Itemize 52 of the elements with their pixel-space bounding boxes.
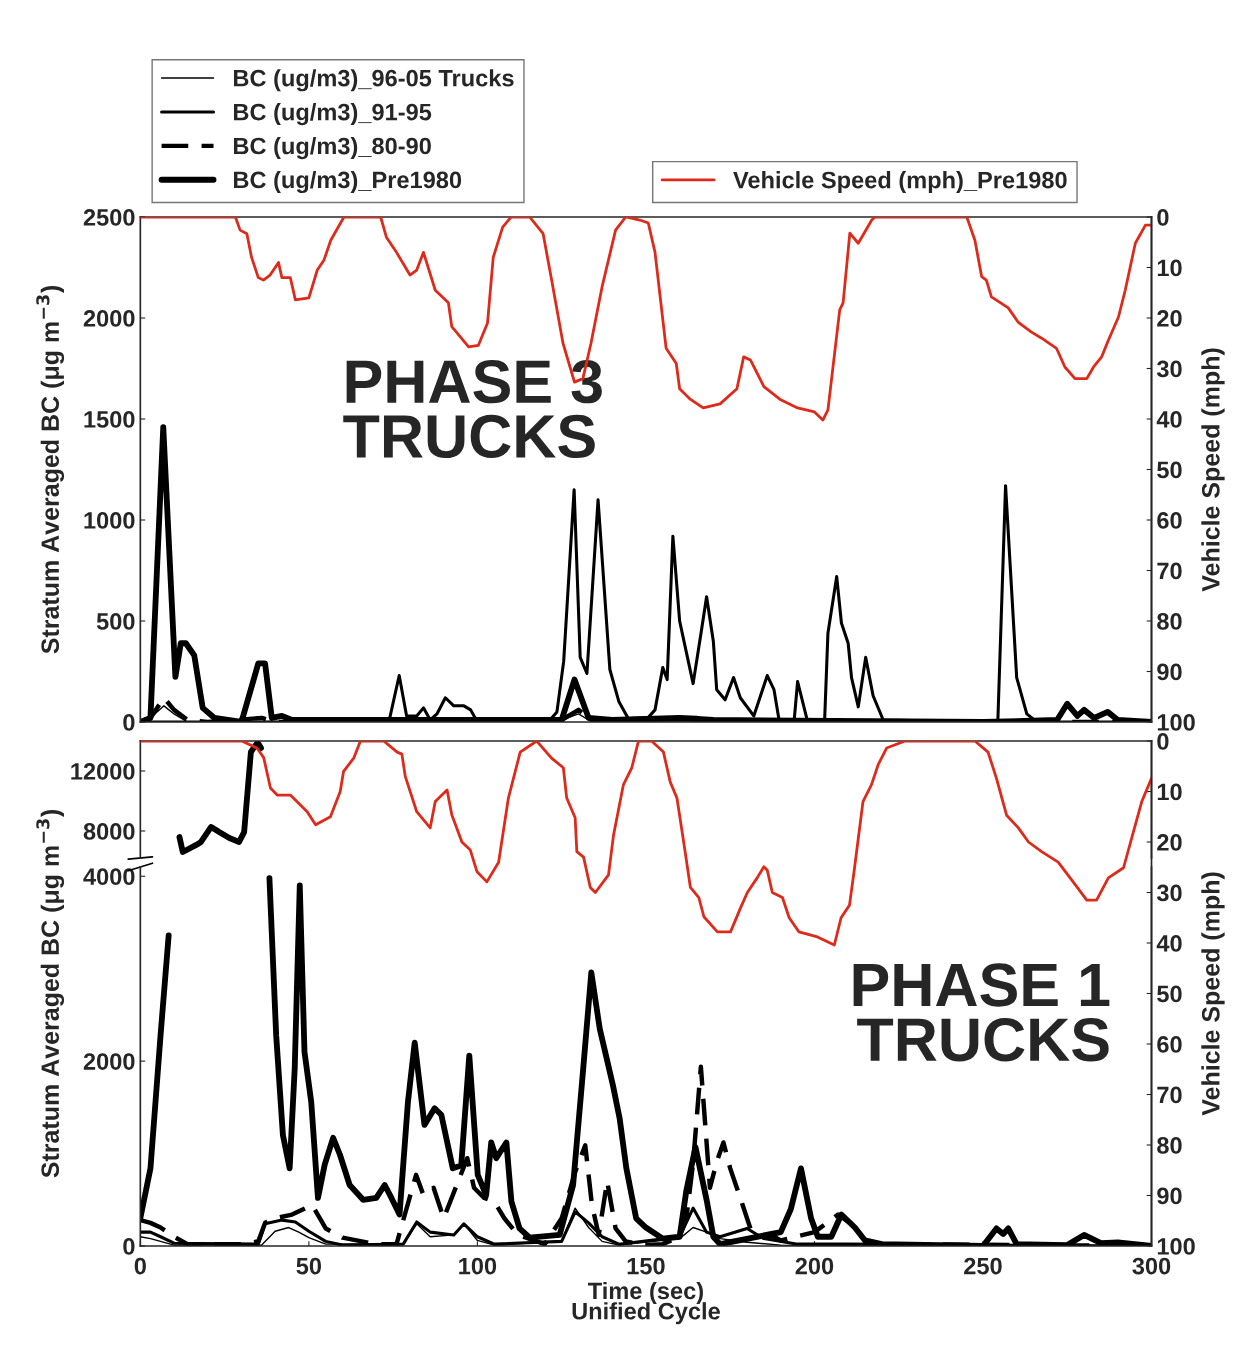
y2-tick-label: 90	[1157, 663, 1182, 681]
y2-tick-label: 30	[1156, 884, 1182, 902]
y2-tick-label: 40	[1156, 411, 1182, 428]
legend-label: BC (ug/m3)_Pre1980	[234, 170, 462, 194]
legend-label: BC (ug/m3)_96-05 Trucks	[234, 69, 514, 92]
y2-tick-label: 10	[1157, 259, 1182, 277]
x-axis-title: Time (sec) Unified Cycle	[572, 1281, 720, 1325]
y2-tick-label: 0	[1157, 733, 1169, 750]
y-tick-label: 2000	[83, 310, 135, 327]
legend-label: BC (ug/m3)_80-90	[234, 137, 431, 160]
y2-tick-label: 80	[1157, 1137, 1182, 1154]
y2-tick-label: 90	[1157, 1187, 1182, 1205]
y-axis-title: Stratum Averaged BC (μg m$^{−3}$)	[36, 809, 65, 1178]
y2-tick-label: 10	[1157, 783, 1182, 801]
y-tick-label: 0	[123, 1238, 135, 1255]
y-tick-label: 1500	[84, 411, 135, 428]
y-tick-label: 12000	[71, 763, 135, 780]
y2-tick-label: 40	[1156, 935, 1182, 952]
y-tick-label: 8000	[83, 823, 135, 840]
y2-tick-label: 50	[1157, 985, 1182, 1003]
y-tick-label: 2500	[83, 209, 135, 226]
x-tick-label: 300	[1132, 1257, 1171, 1275]
y-tick-label: 0	[123, 714, 135, 731]
y-tick-label: 2000	[83, 1053, 135, 1070]
annotation: PHASE 1 TRUCKS	[853, 963, 1110, 1062]
legend-label: Vehicle Speed (mph)_Pre1980	[733, 171, 1067, 194]
y2-tick-label: 0	[1157, 209, 1169, 226]
x-tick-label: 100	[459, 1257, 497, 1275]
y2-tick-label: 70	[1157, 562, 1182, 580]
y2-tick-label: 70	[1157, 1086, 1182, 1104]
x-tick-label: 50	[296, 1257, 322, 1275]
x-tick-label: 0	[134, 1257, 146, 1275]
annotation: PHASE 3 TRUCKS	[343, 360, 602, 459]
y2-tick-label: 100	[1157, 1238, 1195, 1255]
y2-tick-label: 60	[1157, 512, 1182, 529]
y2-tick-label: 80	[1157, 613, 1182, 630]
x-tick-label: 200	[795, 1257, 834, 1275]
y-tick-label: 500	[96, 613, 135, 630]
y2-tick-label: 60	[1157, 1036, 1182, 1053]
y-axis-title: Stratum Averaged BC (μg m$^{−3}$)	[36, 285, 65, 654]
y2-tick-label: 20	[1157, 310, 1182, 327]
legend-label: BC (ug/m3)_91-95	[234, 103, 432, 126]
x-tick-label: 250	[964, 1257, 1002, 1275]
y2-tick-label: 30	[1156, 360, 1182, 378]
y2-tick-label: 100	[1157, 714, 1195, 731]
x-tick-label: 150	[627, 1257, 665, 1275]
y2-tick-label: 20	[1157, 834, 1182, 851]
y2-axis-title: Vehicle Speed (mph)	[1201, 872, 1225, 1116]
y2-tick-label: 50	[1157, 461, 1182, 479]
y-tick-label: 4000	[83, 868, 135, 886]
y2-axis-title: Vehicle Speed (mph)	[1201, 348, 1225, 592]
y-tick-label: 1000	[84, 512, 135, 529]
